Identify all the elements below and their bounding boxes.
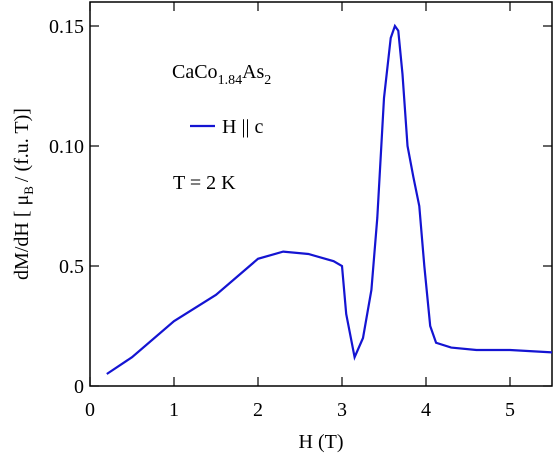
formula-part: As (242, 61, 264, 83)
legend-label: H || c (222, 116, 263, 138)
y-label-sub: B (21, 186, 36, 195)
x-tick-label: 4 (421, 399, 431, 421)
temperature-label: T = 2 K (173, 172, 236, 194)
formula-sub: 1.84 (218, 73, 243, 88)
x-axis-label: H (T) (299, 431, 344, 453)
x-tick-label: 0 (85, 399, 95, 421)
data-line (106, 23, 553, 375)
x-tick-label: 3 (337, 399, 347, 421)
y-axis-label: dM/dH [ μB / (f.u. T)] (11, 108, 36, 280)
x-tick-label: 2 (253, 399, 263, 421)
y-tick-label: 0.15 (49, 16, 84, 38)
x-tick-label: 1 (169, 399, 179, 421)
y-label-part: / (f.u. T)] (11, 108, 33, 182)
formula: CaCo1.84As2 (172, 61, 271, 88)
x-tick-label: 5 (505, 399, 515, 421)
y-tick-label: 0.5 (59, 256, 84, 278)
y-tick-label: 0 (74, 376, 84, 398)
plot-frame (89, 1, 553, 387)
y-tick-label: 0.10 (49, 136, 84, 158)
formula-sub: 2 (264, 73, 271, 88)
y-label-part: dM/dH [ μ (11, 195, 33, 280)
formula-part: CaCo (172, 61, 218, 83)
